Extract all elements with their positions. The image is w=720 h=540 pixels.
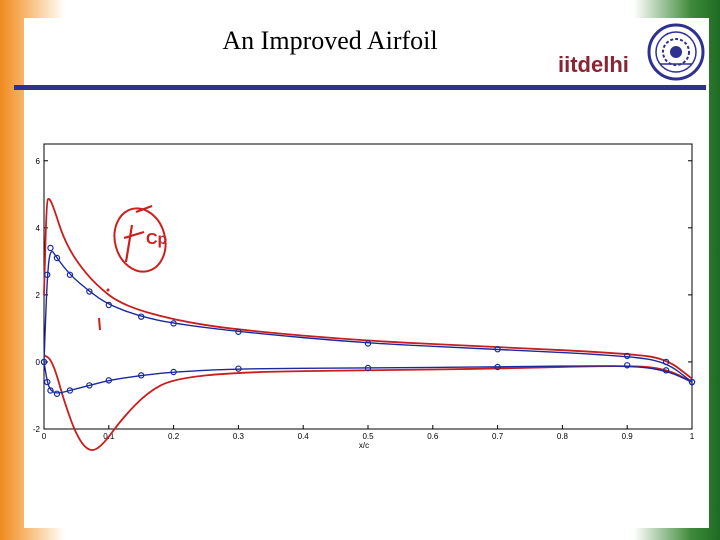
- data-point-lower: [364, 364, 372, 372]
- data-point-lower: [105, 377, 113, 384]
- data-point-lower: [86, 382, 93, 389]
- y-tick-label: 4: [36, 224, 41, 233]
- data-point-upper: [364, 340, 372, 347]
- handwritten-annotation: Cp: [98, 204, 168, 331]
- data-point-upper: [53, 254, 61, 262]
- data-point-upper: [137, 313, 145, 320]
- series-line-blue-lower: [43, 361, 693, 394]
- x-tick-label: 0.3: [233, 432, 245, 441]
- slide-background: [24, 18, 709, 528]
- data-point-upper: [47, 244, 54, 252]
- x-tick-label: 0.8: [557, 432, 569, 441]
- x-tick-label: 1: [690, 432, 695, 441]
- x-tick-label: 0.2: [168, 432, 180, 441]
- y-tick-label: 0: [36, 358, 41, 367]
- title-rule: [14, 85, 706, 90]
- data-point-lower: [235, 365, 242, 372]
- data-point-lower: [624, 362, 631, 369]
- x-axis-label: x/c: [359, 441, 369, 450]
- logo-part-2: elhi: [591, 52, 629, 77]
- data-point-upper: [624, 352, 631, 360]
- data-point-lower: [688, 378, 696, 386]
- data-point-upper: [235, 328, 242, 335]
- series-line-red-upper: [43, 198, 693, 380]
- logo-part-1: iitd: [558, 52, 591, 77]
- data-point-lower: [47, 387, 54, 394]
- y-tick-label: 2: [36, 291, 41, 300]
- series-line-red-lower: [43, 354, 693, 451]
- data-point-lower: [53, 390, 61, 397]
- data-point-upper: [170, 320, 177, 327]
- x-tick-label: 0.5: [362, 432, 374, 441]
- data-point-lower: [44, 378, 51, 386]
- y-tick-label: 6: [36, 157, 41, 166]
- data-point-upper: [44, 271, 51, 278]
- y-tick-label: -2: [33, 425, 41, 434]
- slide-title: An Improved Airfoil: [222, 26, 438, 55]
- data-point-upper: [662, 358, 670, 366]
- iit-delhi-seal-icon: [647, 23, 705, 81]
- data-point-lower: [494, 363, 501, 371]
- annotation-text: Cp: [146, 231, 168, 248]
- x-tick-label: 0.4: [298, 432, 310, 441]
- data-point-upper: [86, 288, 93, 295]
- x-tick-label: 0.9: [622, 432, 634, 441]
- data-point-lower: [66, 387, 74, 394]
- x-tick-label: 0.6: [427, 432, 439, 441]
- x-tick-label: 0: [42, 432, 47, 441]
- data-point-lower: [40, 358, 48, 366]
- plot-frame: [43, 143, 693, 430]
- data-point-upper: [66, 271, 74, 278]
- data-point-upper: [105, 301, 113, 309]
- data-point-lower: [137, 372, 145, 379]
- x-tick-label: 0.7: [492, 432, 504, 441]
- data-point-upper: [494, 346, 501, 353]
- series-line-blue-upper: [43, 250, 693, 383]
- iitd-logo-text: iitdelhi: [558, 52, 629, 78]
- data-point-lower: [662, 367, 670, 374]
- data-point-lower: [170, 368, 177, 376]
